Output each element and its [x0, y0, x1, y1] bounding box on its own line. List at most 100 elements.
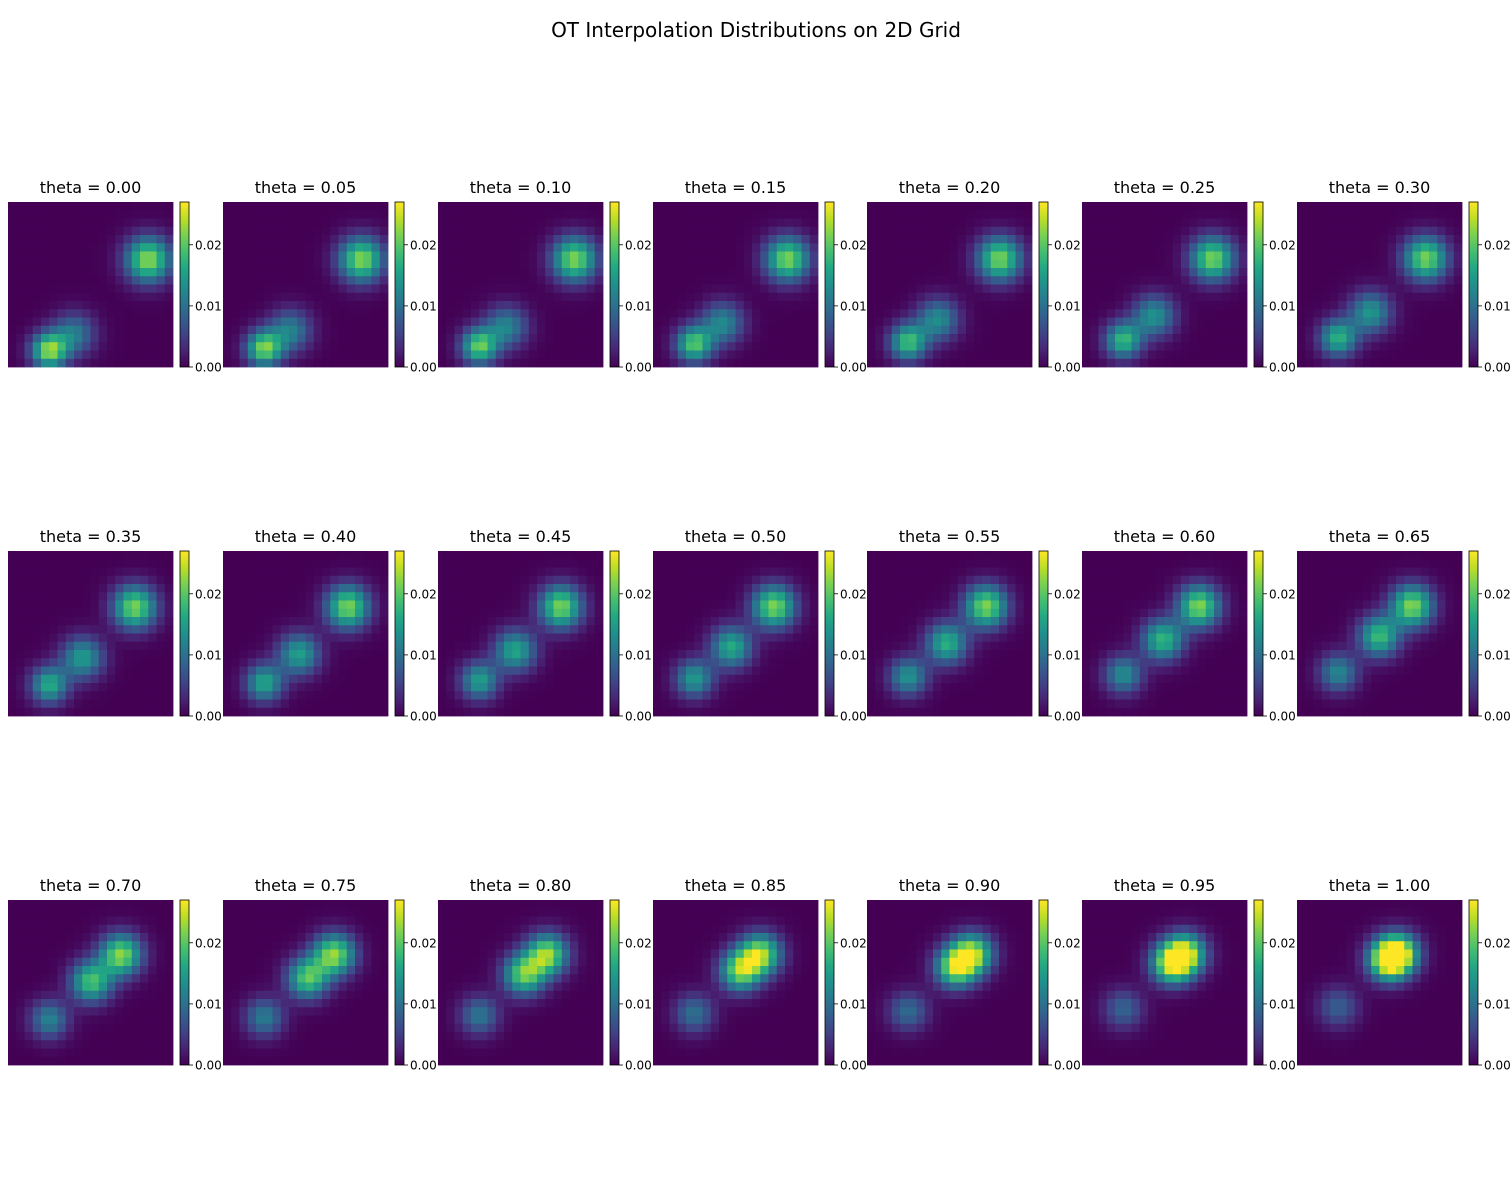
heatmap-cell [545, 210, 554, 219]
heatmap-cell [322, 633, 331, 643]
heatmap-cell [1181, 259, 1190, 269]
heatmap-cell [164, 210, 174, 219]
heatmap-cell [24, 674, 34, 684]
heatmap-cell [16, 575, 25, 585]
heatmap-cell [801, 699, 811, 709]
heatmap-cell [140, 259, 149, 269]
heatmap-cell [957, 559, 967, 568]
heatmap-cell [338, 707, 348, 717]
heatmap-cell [719, 218, 728, 228]
heatmap-cell [908, 210, 917, 219]
heatmap-cell [900, 608, 909, 618]
heatmap-cell [653, 658, 662, 667]
heatmap-cell [719, 584, 728, 593]
heatmap-cell [1007, 243, 1016, 252]
heatmap-cell [1156, 567, 1165, 577]
heatmap-cell [148, 592, 157, 601]
heatmap-cell [553, 567, 563, 577]
heatmap-cell [1098, 226, 1108, 236]
heatmap-cell [1420, 317, 1430, 327]
heatmap-cell [1379, 334, 1389, 343]
heatmap-cell [247, 617, 257, 626]
heatmap-cell [1330, 235, 1339, 244]
heatmap-cell [1172, 317, 1182, 327]
heatmap-cell [504, 551, 513, 560]
heatmap-cell [1189, 226, 1198, 236]
heatmap-cell [776, 584, 786, 593]
heatmap-cell [966, 342, 975, 351]
heatmap-cell [686, 600, 695, 610]
heatmap-cell [966, 301, 975, 310]
heatmap-cell [231, 707, 240, 717]
heatmap-cell [1015, 276, 1025, 285]
heatmap [1297, 202, 1463, 368]
heatmap-cell [545, 559, 554, 568]
colorbar-bar [394, 201, 405, 368]
heatmap-cell [512, 584, 521, 593]
heatmap-cell [1363, 276, 1372, 285]
heatmap-cell [454, 641, 464, 651]
heatmap-cell [90, 317, 100, 327]
heatmap-cell [966, 617, 975, 626]
panel: theta = 0.000.000.010.02 [8, 178, 222, 375]
heatmap-cell [379, 218, 389, 228]
heatmap-cell [107, 301, 116, 310]
heatmap-cell [553, 600, 563, 610]
heatmap-cell [1214, 276, 1223, 285]
heatmap-cell [289, 210, 298, 219]
heatmap-cell [974, 202, 983, 211]
heatmap-cell [487, 641, 497, 651]
heatmap-cell [561, 559, 571, 568]
heatmap-cell [123, 707, 133, 717]
heatmap-cell [1371, 210, 1380, 219]
heatmap-cell [363, 301, 372, 310]
heatmap-cell [98, 559, 108, 568]
heatmap-cell [355, 292, 364, 302]
heatmap-cell [247, 625, 257, 634]
heatmap-cell [776, 268, 786, 277]
heatmap-cell [148, 358, 157, 368]
heatmap-cell [1404, 325, 1413, 335]
heatmap-cell [313, 551, 323, 560]
heatmap-cell [123, 358, 133, 368]
heatmap-cell [1090, 292, 1099, 302]
heatmap-cell [1238, 276, 1248, 285]
heatmap-cell [990, 575, 1000, 585]
heatmap-cell [528, 350, 538, 360]
heatmap-cell [305, 633, 315, 643]
heatmap-cell [24, 625, 34, 634]
heatmap-cell [379, 342, 389, 351]
heatmap-cell [586, 350, 596, 360]
heatmap-cell [297, 350, 306, 360]
heatmap-cell [297, 218, 306, 228]
heatmap-cell [867, 235, 876, 244]
heatmap-cell [1404, 276, 1413, 285]
heatmap-cell [322, 202, 331, 211]
heatmap-cell [719, 650, 728, 659]
heatmap-cell [1172, 243, 1182, 252]
heatmap-cell [916, 210, 926, 219]
heatmap-cell [545, 666, 554, 676]
heatmap-cell [990, 666, 1000, 676]
heatmap-cell [74, 218, 83, 228]
heatmap-cell [1139, 226, 1149, 236]
heatmap-cell [694, 202, 703, 211]
heatmap-cell [49, 268, 58, 277]
heatmap-cell [256, 301, 265, 310]
heatmap-cell [330, 276, 339, 285]
heatmap-cell [653, 259, 662, 269]
heatmap-cell [1429, 292, 1438, 302]
heatmap-cell [520, 617, 530, 626]
heatmap-cell [289, 235, 298, 244]
heatmap-cell [355, 334, 364, 343]
heatmap-cell [768, 202, 778, 211]
heatmap-cell [1297, 292, 1306, 302]
heatmap-cell [768, 699, 778, 709]
heatmap-cell [123, 243, 133, 252]
heatmap-cell [1090, 284, 1099, 294]
heatmap-cell [661, 600, 670, 610]
heatmap-cell [1098, 202, 1108, 211]
heatmap-cell [1131, 202, 1141, 211]
heatmap-cell [363, 567, 372, 577]
heatmap-cell [322, 592, 331, 601]
